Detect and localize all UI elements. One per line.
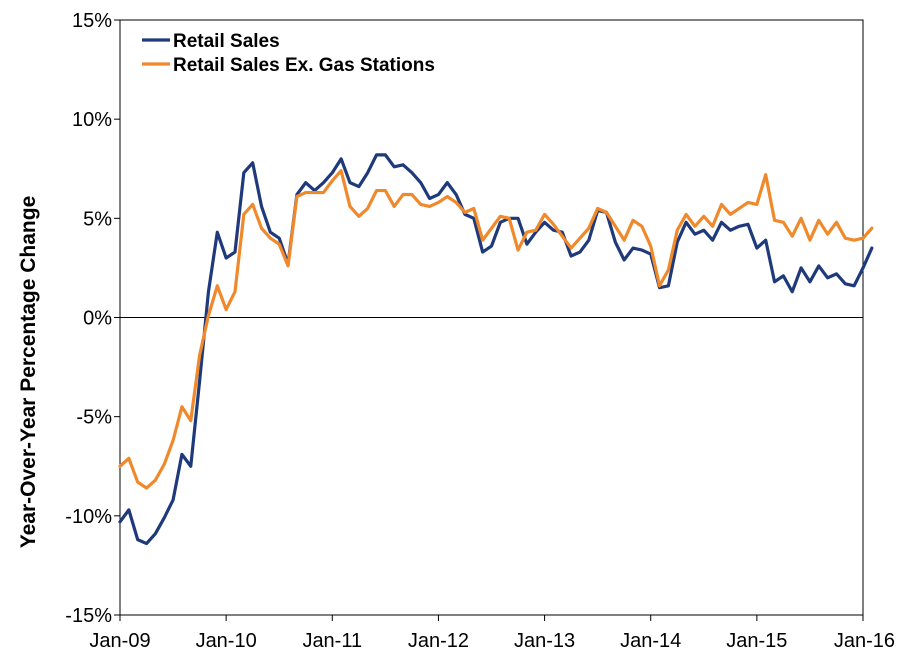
series-line-2 <box>118 169 874 490</box>
y-tick-label: 0% <box>83 308 112 330</box>
y-axis-title: Year-Over-Year Percentage Change <box>17 196 40 549</box>
x-tick-label: Jan-09 <box>89 630 150 652</box>
x-axis: Jan-09 Jan-10 Jan-11 Jan-12 Jan-13 Jan-14 Jan-… <box>89 615 895 652</box>
series-lines <box>118 153 874 546</box>
y-axis: -15% -10% -5% 0% 5% 10% 15% <box>65 10 120 627</box>
x-tick-label: Jan-11 <box>302 630 362 652</box>
x-tick-label: Jan-15 <box>726 630 787 652</box>
legend-label: Retail Sales Ex. Gas Stations <box>173 55 435 76</box>
x-tick-label: Jan-13 <box>514 630 575 652</box>
x-tick-label: Jan-10 <box>196 630 257 652</box>
y-tick-label: 15% <box>72 10 112 32</box>
y-tick-label: -15% <box>65 605 112 627</box>
legend: Retail Sales Retail Sales Ex. Gas Station… <box>142 31 435 76</box>
plot-area <box>119 19 864 616</box>
series-line-1 <box>118 153 874 546</box>
x-tick-label: Jan-14 <box>620 630 681 652</box>
y-tick-label: -5% <box>76 407 112 429</box>
x-tick-label: Jan-12 <box>408 630 469 652</box>
y-tick-label: 5% <box>83 208 112 230</box>
y-tick-label: 10% <box>72 109 112 131</box>
x-tick-label: Jan-16 <box>834 630 895 652</box>
legend-label: Retail Sales <box>173 31 280 52</box>
y-tick-label: -10% <box>65 506 112 528</box>
